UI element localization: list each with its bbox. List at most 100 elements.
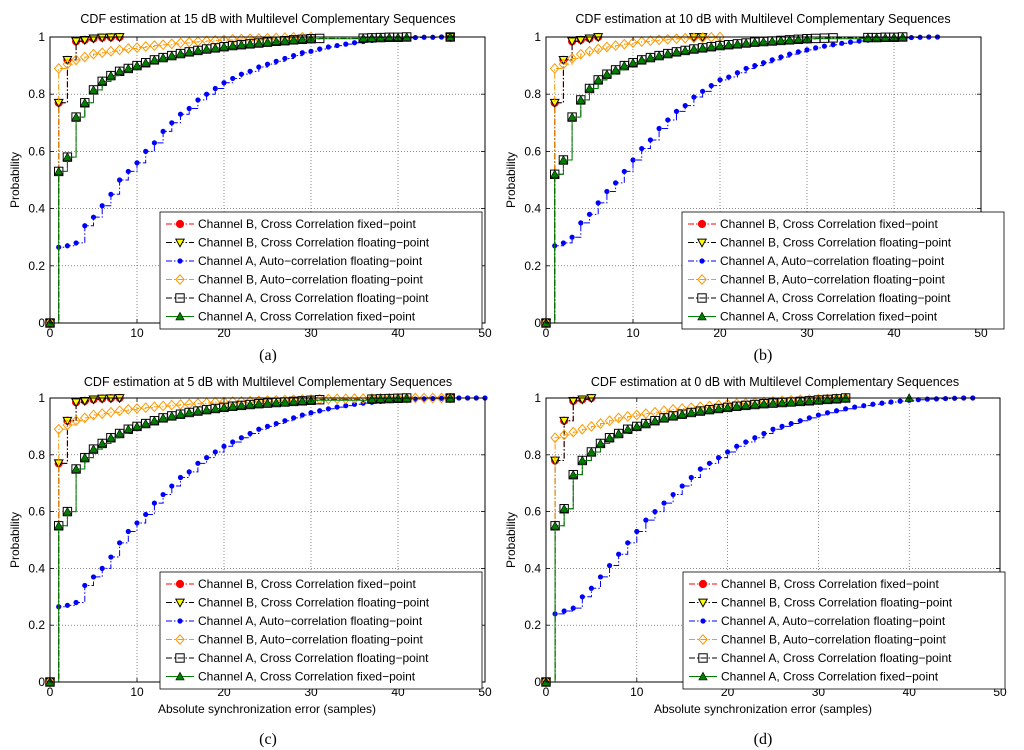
data-point [245,39,255,48]
data-point [567,112,577,121]
data-point [290,415,297,421]
data-point [412,34,418,41]
data-point [724,449,731,455]
legend-label: Channel B, Cross Correlation fixed−point [198,577,416,591]
data-point [158,52,168,62]
legend-item: Channel B, Auto−correlation floating−poi… [166,273,423,287]
data-point [97,33,108,43]
data-point [349,393,360,405]
legend-label: Channel A, Cross Correlation fixed−point [198,310,416,324]
data-point [210,43,221,52]
data-point [445,392,456,404]
legend-marker [697,311,707,321]
data-point [715,40,725,50]
data-point [679,483,685,489]
y-tick-label: 0 [38,675,45,689]
legend-box [159,211,483,330]
data-point [741,38,751,47]
data-point [622,411,633,422]
y-tick-label: 0.4 [524,561,541,575]
legend-label: Channel A, Cross Correlation floating−po… [721,651,952,665]
data-point [184,47,194,56]
data-point [595,418,606,430]
data-point [779,423,785,429]
data-point [604,432,615,442]
data-point [151,140,157,146]
data-point [262,398,273,407]
x-tick-label: 40 [887,326,901,340]
data-point [419,392,429,404]
legend-marker [698,634,708,645]
y-tick-label: 0.2 [524,618,541,632]
data-point [584,83,595,93]
data-point [97,47,108,59]
legend-label: Channel A, Cross Correlation fixed−point [721,670,939,684]
data-point [879,400,885,406]
data-point [132,42,142,54]
data-point [673,108,680,114]
y-tick-label: 0 [534,316,541,330]
data-point [588,585,595,591]
data-point [897,398,903,404]
data-point [828,33,838,43]
legend-marker [175,219,185,229]
data-point [606,562,613,569]
x-tick-label: 10 [626,326,640,340]
x-tick-label: 50 [478,326,492,340]
data-point [167,50,177,60]
legend-marker [697,219,707,229]
data-point [297,34,308,43]
data-point [334,42,340,49]
legend-marker [175,579,185,589]
data-point [140,418,151,428]
data-point [623,424,633,433]
data-point [290,52,297,59]
x-axis-label: Absolute synchronization error (samples) [654,702,872,716]
x-tick-label: 30 [304,326,318,340]
data-point [177,474,184,481]
series-line [546,398,592,683]
data-point [632,421,642,431]
data-point [88,48,99,60]
data-point [169,120,175,126]
data-point [73,599,79,606]
data-point [238,435,244,441]
legend-marker [698,671,708,681]
data-point [106,406,116,418]
data-point [264,61,271,67]
data-point [62,58,73,70]
chart-panel-2: 0 10 20 30 40 50 0 0.2 0.4 0.6 0.8 1 CDF estimation … [504,12,1005,364]
legend-item: Channel A, Cross Correlation fixed−point [166,310,416,324]
y-axis-label: Probability [504,512,518,568]
data-point [697,43,708,52]
data-point [726,74,732,80]
legend-label: Channel B, Cross Correlation fixed−point [720,217,938,231]
data-point [777,397,787,407]
data-point [579,594,585,600]
legend-item: Channel A, Cross Correlation fixed−point [688,310,938,324]
chart-title: CDF estimation at 0 dB with Multilevel C… [591,375,959,389]
data-point [654,50,664,60]
data-point [595,438,606,448]
y-tick-label: 1 [38,30,45,44]
data-point [758,36,769,46]
data-point [759,398,769,408]
data-point [604,188,610,195]
y-tick-label: 0.6 [28,144,45,158]
data-point [204,91,210,97]
legend-item: Channel B, Cross Correlation floating−po… [688,236,952,250]
data-point [662,33,673,45]
data-point [650,415,660,425]
data-point [184,407,194,417]
data-point [271,36,281,45]
data-point [88,85,99,94]
data-point [743,65,749,72]
x-tick-label: 30 [800,326,814,340]
legend-label: Channel A, Auto−correlation floating−poi… [721,614,946,628]
data-point [576,95,586,104]
data-point [325,44,331,50]
legend-box [681,211,1005,330]
data-point [804,47,810,53]
data-point [619,60,630,70]
data-point [752,62,758,69]
